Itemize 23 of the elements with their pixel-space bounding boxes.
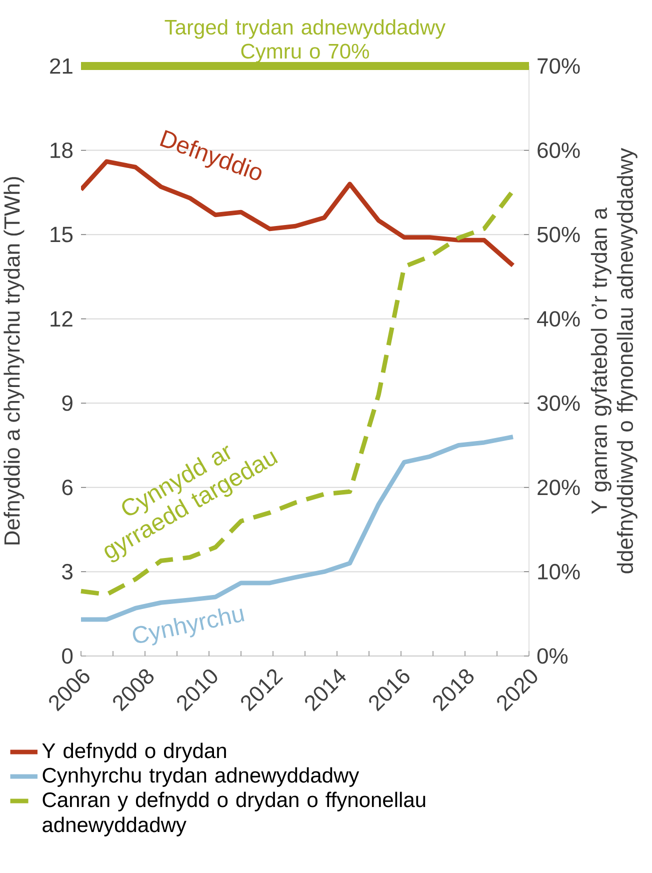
annotation: Cynhyrchu xyxy=(132,608,244,646)
legend-label: Y defnydd o drydan xyxy=(42,742,226,762)
legend-label: Cynhyrchu trydan adnewyddadwy xyxy=(42,767,360,787)
y2-tick-label: 30% xyxy=(537,395,580,411)
ref-line-label: Targed trydan adnewyddadwy Cymru o 70% xyxy=(164,19,446,63)
y2-tick-label: 70% xyxy=(538,58,580,74)
y-tick-label: 12 xyxy=(50,311,72,327)
y-tick-label: 3 xyxy=(62,564,72,580)
y-tick-label: 0 xyxy=(62,648,73,664)
y-tick-label: 6 xyxy=(62,480,72,496)
y-axis-title: Defnyddio a chynhyrchu trydan (TWh) xyxy=(4,177,24,544)
y-tick-label: 21 xyxy=(50,58,72,74)
y2-tick-label: 10% xyxy=(538,564,580,580)
legend-label: Canran y defnydd o drydan o ffynonellau adnewyddadwy xyxy=(42,792,426,836)
y2-axis-title: Y ganran gyfatebol o’r trydan a ddefnyddiwyd o ffynonellau adnewyddadwy xyxy=(590,148,638,574)
y-tick-label: 9 xyxy=(62,395,72,411)
y2-tick-label: 50% xyxy=(537,226,580,242)
y2-tick-label: 0% xyxy=(537,648,568,664)
y-tick-label: 15 xyxy=(50,226,73,242)
y2-tick-label: 20% xyxy=(538,480,580,496)
y-tick-label: 18 xyxy=(50,142,73,158)
y2-tick-label: 40% xyxy=(537,311,580,327)
y2-tick-label: 60% xyxy=(538,142,580,158)
